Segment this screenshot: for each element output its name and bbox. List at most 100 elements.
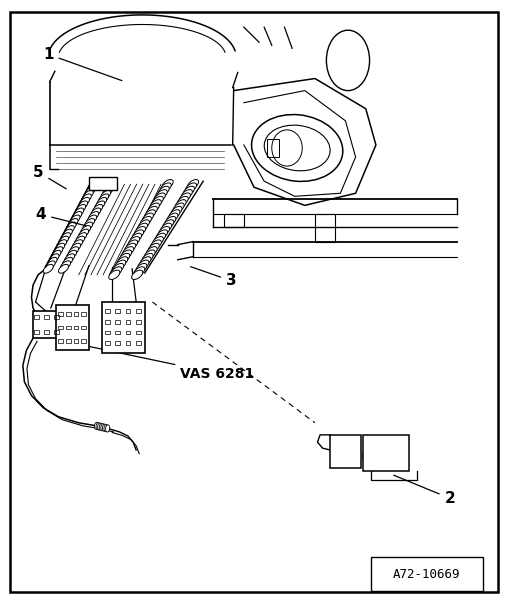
Ellipse shape (106, 425, 110, 432)
Ellipse shape (101, 424, 105, 431)
Bar (54, 315, 59, 319)
Ellipse shape (120, 250, 132, 259)
Ellipse shape (47, 257, 57, 266)
Text: VAS 6281: VAS 6281 (81, 345, 255, 381)
Ellipse shape (99, 423, 103, 431)
Bar (74, 312, 78, 316)
Bar (105, 309, 110, 313)
Ellipse shape (126, 240, 138, 249)
Ellipse shape (60, 261, 71, 269)
Ellipse shape (372, 449, 378, 463)
Ellipse shape (138, 220, 149, 229)
Ellipse shape (146, 207, 157, 216)
Bar (58, 339, 63, 343)
Ellipse shape (105, 184, 115, 192)
Ellipse shape (94, 201, 105, 210)
Bar (81, 339, 86, 343)
Bar (363, 435, 409, 471)
Ellipse shape (104, 425, 108, 432)
Ellipse shape (122, 246, 134, 256)
Ellipse shape (142, 213, 153, 222)
Ellipse shape (158, 226, 170, 236)
Ellipse shape (97, 198, 107, 206)
Bar (115, 330, 120, 334)
Ellipse shape (45, 261, 55, 269)
Bar (126, 330, 131, 334)
Ellipse shape (181, 190, 193, 199)
Ellipse shape (81, 226, 90, 234)
Bar (126, 341, 131, 345)
Ellipse shape (74, 208, 84, 217)
Ellipse shape (51, 250, 61, 259)
Ellipse shape (83, 190, 93, 199)
Ellipse shape (381, 449, 387, 463)
Ellipse shape (62, 257, 73, 266)
Bar (44, 315, 49, 319)
Ellipse shape (140, 216, 151, 226)
Ellipse shape (81, 194, 91, 203)
Ellipse shape (49, 254, 59, 263)
Ellipse shape (107, 180, 117, 188)
Ellipse shape (85, 219, 94, 227)
Bar (267, 139, 279, 157)
Ellipse shape (165, 216, 176, 226)
Ellipse shape (68, 219, 78, 227)
Ellipse shape (90, 208, 101, 217)
Bar (105, 320, 110, 324)
Ellipse shape (62, 229, 72, 238)
Ellipse shape (64, 226, 74, 234)
Bar (224, 214, 244, 226)
Ellipse shape (158, 186, 169, 196)
Ellipse shape (175, 200, 186, 209)
Bar (66, 339, 71, 343)
Text: A72-10669: A72-10669 (393, 568, 460, 580)
Ellipse shape (124, 243, 136, 252)
Ellipse shape (72, 211, 82, 220)
Bar (81, 326, 86, 329)
Ellipse shape (69, 247, 79, 255)
Ellipse shape (135, 226, 146, 236)
Bar (33, 311, 61, 338)
Bar (136, 341, 141, 345)
Ellipse shape (103, 424, 107, 431)
Ellipse shape (75, 236, 85, 245)
Ellipse shape (132, 270, 143, 280)
Ellipse shape (109, 270, 120, 280)
Bar (136, 330, 141, 334)
Bar (136, 320, 141, 324)
Text: 5: 5 (33, 165, 66, 189)
Ellipse shape (89, 180, 99, 188)
Ellipse shape (363, 449, 369, 463)
Ellipse shape (134, 267, 145, 276)
Ellipse shape (144, 210, 155, 219)
Bar (136, 309, 141, 313)
Ellipse shape (146, 246, 157, 256)
Ellipse shape (67, 250, 77, 259)
Bar (44, 330, 49, 334)
Ellipse shape (133, 230, 144, 239)
Ellipse shape (167, 213, 178, 222)
Ellipse shape (56, 240, 67, 248)
Ellipse shape (111, 267, 122, 276)
Bar (115, 320, 120, 324)
Ellipse shape (148, 203, 160, 213)
Bar (54, 330, 59, 334)
Bar (89, 177, 117, 190)
Ellipse shape (98, 423, 102, 430)
Text: 2: 2 (394, 475, 455, 506)
Bar (315, 214, 335, 242)
Ellipse shape (78, 201, 87, 210)
Ellipse shape (83, 222, 92, 231)
Ellipse shape (160, 183, 171, 192)
Ellipse shape (103, 187, 113, 196)
Ellipse shape (115, 260, 126, 269)
Ellipse shape (131, 233, 142, 243)
Bar (66, 326, 71, 329)
Ellipse shape (77, 233, 87, 242)
Ellipse shape (113, 263, 124, 273)
Ellipse shape (163, 220, 174, 229)
Bar (126, 309, 131, 313)
Bar (34, 315, 39, 319)
Ellipse shape (148, 243, 160, 252)
Ellipse shape (152, 237, 164, 246)
